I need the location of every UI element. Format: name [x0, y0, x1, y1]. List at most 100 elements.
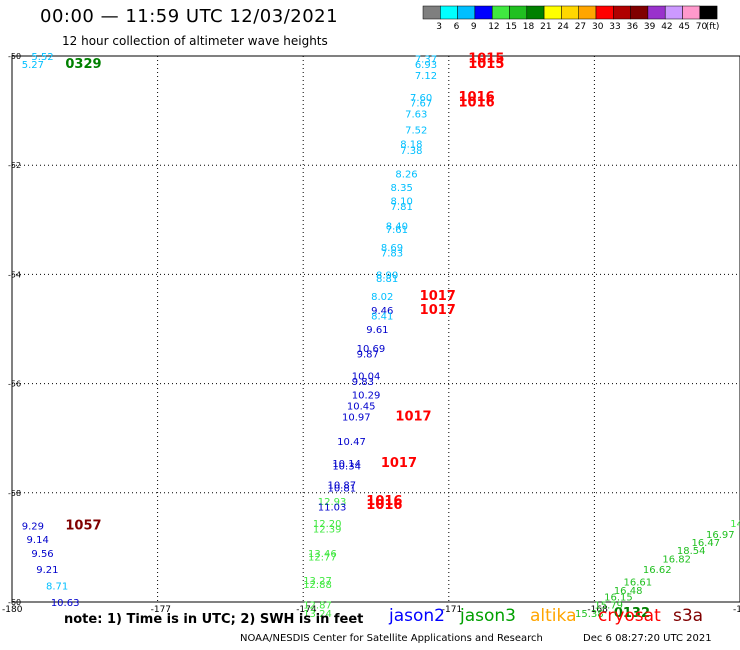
- wave-height-label: 7.61: [386, 225, 408, 236]
- colorbar-swatch: [543, 5, 562, 20]
- x-tick-label: -168: [587, 605, 608, 615]
- x-tick-label: -171: [442, 605, 462, 615]
- wave-height-label: 7.63: [405, 109, 427, 120]
- colorbar-swatch: [647, 5, 666, 20]
- colorbar-label: 24: [557, 22, 569, 32]
- wave-height-label: 7.52: [405, 126, 427, 137]
- legend-s3a: s3a: [673, 606, 704, 626]
- plot-frame: [11, 55, 740, 603]
- wave-height-label: 16.48: [614, 586, 643, 597]
- colorbar-label: 15: [506, 22, 517, 32]
- colorbar-label: 12: [488, 22, 499, 32]
- colorbar-label: 33: [609, 22, 620, 32]
- colorbar-label: 39: [644, 22, 656, 32]
- x-tick-label: -174: [296, 605, 317, 615]
- wave-height-label: 9.14: [27, 535, 49, 546]
- wave-height-label: 16.15: [604, 593, 633, 604]
- wave-height-label: 12.20: [313, 519, 342, 530]
- wave-height-label: 0329: [65, 57, 101, 72]
- colorbar-swatch: [440, 5, 458, 20]
- colorbar-swatch: [578, 5, 597, 20]
- wave-height-label: 7.81: [391, 202, 413, 213]
- wave-height-label: 10.63: [51, 598, 80, 609]
- wave-height-label: 9.21: [36, 565, 58, 576]
- y-tick-label: -50: [8, 52, 21, 61]
- legend-jason2: jason2: [389, 606, 445, 626]
- wave-height-label: 12.88: [303, 580, 332, 591]
- colorbar-label: 30: [592, 22, 604, 32]
- y-tick-label: -54: [8, 270, 21, 279]
- wave-height-label: 5.52: [31, 52, 53, 63]
- wave-height-label: 13.46: [308, 549, 337, 560]
- y-tick-label: -58: [8, 489, 21, 498]
- colorbar-label: 3: [436, 22, 442, 32]
- wave-height-label: 1015: [468, 52, 504, 67]
- wave-height-label: 15.38: [575, 609, 604, 620]
- wave-height-label: 13.24: [303, 609, 332, 620]
- wave-height-label: 8.35: [391, 183, 413, 194]
- colorbar-swatch: [682, 5, 701, 20]
- colorbar-unit: (ft): [706, 22, 720, 32]
- colorbar-swatch: [664, 5, 683, 20]
- wave-height-label: 1016: [366, 498, 402, 513]
- colorbar-label: 36: [627, 22, 639, 32]
- wave-height-label: 10.14: [332, 459, 361, 470]
- wave-height-label: 9.46: [371, 306, 393, 317]
- wave-height-label: 12.93: [318, 497, 347, 508]
- credit-text: NOAA/NESDIS Center for Satellite Applica…: [240, 633, 543, 644]
- wave-height-label: 10.97: [342, 412, 371, 423]
- wave-height-label: 16.61: [624, 577, 653, 588]
- wave-height-label: 10.04: [352, 371, 381, 382]
- wave-height-label: 7.12: [415, 71, 437, 82]
- wave-height-label: 1017: [381, 456, 417, 471]
- x-tick-label: -180: [2, 605, 23, 615]
- colorbar-label: 70: [696, 22, 708, 32]
- wave-height-label: 10.34: [332, 462, 361, 473]
- wave-height-label: 8.26: [395, 169, 417, 180]
- wave-height-label: 12.39: [313, 524, 342, 535]
- wave-height-label: 10.45: [347, 401, 376, 412]
- wave-height-label: 12.87: [303, 601, 332, 612]
- wave-height-label: 1016: [459, 90, 495, 105]
- x-tick-label: -16: [733, 605, 740, 615]
- wave-height-label: 7.38: [400, 146, 422, 157]
- colorbar-swatch: [422, 5, 441, 20]
- wave-height-label: 14.47: [730, 519, 740, 530]
- colorbar-swatch: [474, 5, 493, 20]
- colorbar-label: 42: [661, 22, 672, 32]
- wave-height-label: 15.79: [594, 601, 623, 612]
- colorbar-swatch: [457, 5, 476, 20]
- footer-note: note: 1) Time is in UTC; 2) SWH is in fe…: [64, 612, 364, 627]
- colorbar-label: 9: [471, 22, 477, 32]
- wave-height-label: 10.47: [337, 437, 366, 448]
- wave-height-label: 1017: [395, 409, 431, 424]
- wave-height-label: 10.29: [352, 391, 381, 402]
- colorbar-swatch: [699, 5, 718, 20]
- wave-height-label: 9.29: [22, 522, 44, 533]
- wave-height-label: 10.87: [327, 481, 356, 492]
- wave-height-label: 8.71: [46, 582, 68, 593]
- wave-height-label: 5.27: [22, 60, 44, 71]
- wave-height-label: 8.18: [400, 139, 422, 150]
- wave-height-label: 12.77: [308, 553, 337, 564]
- wave-height-label: 9.87: [357, 350, 379, 361]
- wave-height-label: 13.27: [303, 576, 332, 587]
- colorbar-label: 6: [454, 22, 460, 32]
- wave-height-label: 8.41: [371, 311, 393, 322]
- chart-title: 00:00 — 11:59 UTC 12/03/2021: [40, 6, 339, 27]
- wave-height-label: 1057: [65, 519, 101, 534]
- wave-height-label: 7.37: [415, 55, 437, 66]
- colorbar-swatch: [491, 5, 510, 20]
- wave-height-label: 6.93: [415, 60, 437, 71]
- wave-height-label: 7.60: [410, 93, 432, 104]
- wave-height-label: 0132: [614, 606, 650, 621]
- wave-height-label: 9.83: [352, 377, 374, 388]
- wave-height-label: 16.62: [643, 565, 672, 576]
- wave-height-label: 16.97: [706, 530, 735, 541]
- wave-height-label: 7.83: [381, 249, 403, 260]
- wave-height-label: 16.82: [662, 554, 691, 565]
- y-tick-label: -60: [8, 598, 21, 607]
- wave-height-label: 9.61: [366, 325, 388, 336]
